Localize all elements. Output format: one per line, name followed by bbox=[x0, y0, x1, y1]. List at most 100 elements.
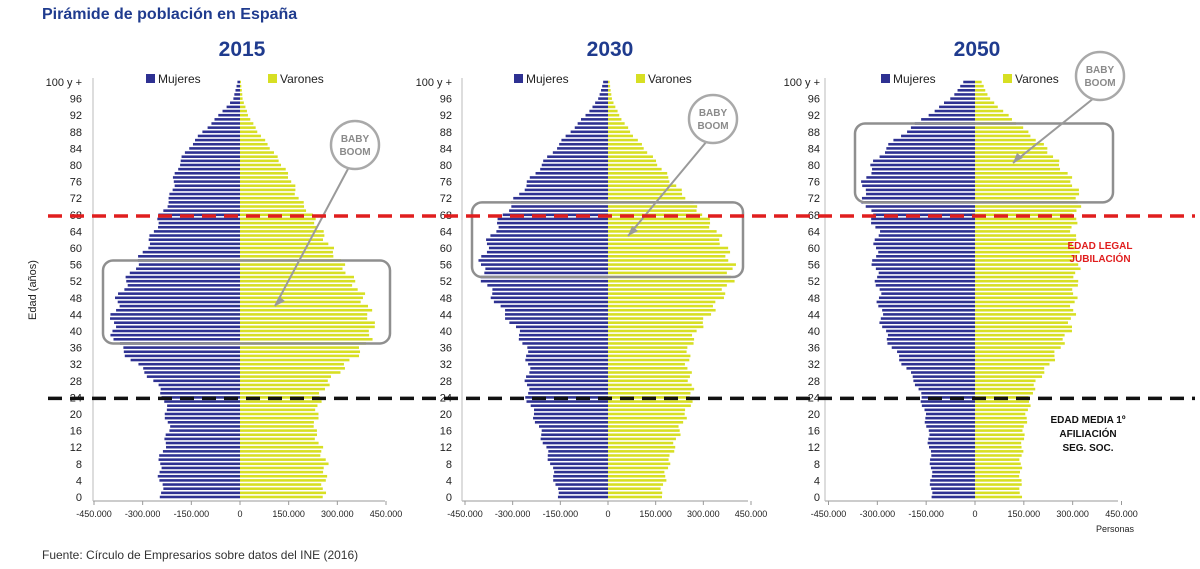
y-tick-label: 56 bbox=[440, 260, 452, 272]
bar-mujeres bbox=[912, 375, 975, 378]
bar-mujeres bbox=[174, 184, 240, 188]
y-tick-label: 40 bbox=[70, 326, 82, 338]
y-tick-label: 76 bbox=[808, 177, 820, 189]
bar-mujeres bbox=[138, 255, 240, 258]
bar-varones bbox=[240, 445, 324, 449]
y-tick-label: 100 y + bbox=[784, 77, 820, 89]
bar-mujeres bbox=[924, 421, 975, 424]
y-tick-label: 88 bbox=[70, 127, 82, 139]
bar-mujeres bbox=[558, 491, 608, 495]
bar-varones bbox=[240, 346, 359, 349]
bar-varones bbox=[240, 192, 295, 196]
bar-varones bbox=[240, 97, 243, 100]
bar-mujeres bbox=[123, 346, 240, 349]
bar-varones bbox=[975, 255, 1077, 258]
bar-mujeres bbox=[554, 470, 608, 474]
bar-varones bbox=[240, 321, 375, 324]
bar-varones bbox=[975, 275, 1074, 279]
x-tick-label: 150.000 bbox=[1008, 509, 1041, 519]
bar-varones bbox=[240, 362, 344, 366]
legend-swatch-mujeres bbox=[881, 74, 890, 83]
bar-mujeres bbox=[950, 97, 975, 100]
bar-varones bbox=[975, 167, 1061, 171]
bar-varones bbox=[608, 300, 716, 304]
bar-mujeres bbox=[158, 225, 240, 229]
bar-mujeres bbox=[486, 242, 608, 246]
bar-mujeres bbox=[164, 400, 240, 403]
bar-varones bbox=[608, 271, 727, 275]
bar-mujeres bbox=[529, 371, 608, 374]
y-tick-label: 28 bbox=[440, 376, 452, 388]
x-tick-label: -150.000 bbox=[908, 509, 944, 519]
bar-mujeres bbox=[162, 483, 240, 486]
afiliacion-label: SEG. SOC. bbox=[1062, 443, 1113, 454]
bar-varones bbox=[240, 201, 304, 204]
y-tick-label: 84 bbox=[440, 143, 452, 155]
bar-varones bbox=[240, 221, 315, 225]
bar-varones bbox=[240, 275, 354, 279]
bar-mujeres bbox=[558, 487, 608, 490]
bar-mujeres bbox=[876, 246, 975, 250]
bar-mujeres bbox=[878, 304, 975, 308]
bar-mujeres bbox=[930, 479, 975, 482]
bar-mujeres bbox=[172, 176, 240, 179]
bar-mujeres bbox=[553, 479, 608, 482]
bar-varones bbox=[975, 271, 1076, 275]
bar-varones bbox=[975, 263, 1079, 266]
bar-varones bbox=[608, 358, 690, 362]
bar-varones bbox=[975, 425, 1024, 428]
bar-varones bbox=[975, 188, 1079, 192]
bar-varones bbox=[608, 479, 667, 482]
bar-varones bbox=[608, 221, 711, 225]
bar-mujeres bbox=[119, 304, 240, 308]
jubilacion-label: EDAD LEGAL bbox=[1068, 241, 1133, 252]
bar-mujeres bbox=[197, 134, 240, 138]
x-tick-label: 450.000 bbox=[1105, 509, 1138, 519]
bar-mujeres bbox=[943, 101, 975, 105]
bar-mujeres bbox=[884, 151, 975, 154]
bar-mujeres bbox=[181, 155, 240, 158]
bar-varones bbox=[975, 313, 1077, 316]
bar-varones bbox=[608, 400, 693, 403]
bar-varones bbox=[975, 454, 1022, 457]
bar-mujeres bbox=[565, 134, 608, 138]
bar-mujeres bbox=[480, 263, 608, 266]
bar-varones bbox=[240, 437, 315, 441]
bar-varones bbox=[975, 487, 1020, 490]
bar-mujeres bbox=[862, 184, 975, 188]
bar-mujeres bbox=[882, 308, 975, 312]
y-tick-label: 96 bbox=[70, 94, 82, 106]
bar-mujeres bbox=[602, 84, 608, 88]
bar-varones bbox=[975, 367, 1045, 370]
bar-varones bbox=[975, 176, 1073, 179]
bar-mujeres bbox=[142, 250, 240, 254]
bar-varones bbox=[608, 454, 670, 457]
bar-mujeres bbox=[878, 271, 975, 275]
bar-mujeres bbox=[149, 242, 240, 246]
bar-varones bbox=[975, 93, 988, 96]
bar-mujeres bbox=[487, 284, 608, 287]
bar-mujeres bbox=[192, 142, 240, 146]
bar-mujeres bbox=[163, 209, 240, 212]
bar-mujeres bbox=[492, 292, 608, 295]
bar-varones bbox=[240, 304, 369, 308]
bar-varones bbox=[975, 205, 1082, 208]
bar-varones bbox=[608, 234, 723, 237]
bar-varones bbox=[608, 429, 680, 432]
bar-mujeres bbox=[882, 325, 975, 329]
y-tick-label: 8 bbox=[76, 459, 82, 471]
bar-varones bbox=[608, 142, 642, 146]
bar-varones bbox=[240, 495, 323, 499]
bar-mujeres bbox=[496, 230, 608, 233]
x-tick-label: 0 bbox=[237, 509, 242, 519]
bar-varones bbox=[975, 155, 1054, 158]
bar-varones bbox=[240, 155, 278, 158]
bar-varones bbox=[975, 333, 1065, 337]
bar-varones bbox=[240, 230, 324, 233]
bar-varones bbox=[240, 105, 246, 109]
bar-mujeres bbox=[541, 429, 608, 432]
bar-mujeres bbox=[493, 300, 608, 304]
bar-varones bbox=[975, 225, 1072, 229]
bar-mujeres bbox=[872, 259, 975, 262]
y-tick-label: 48 bbox=[440, 293, 452, 305]
